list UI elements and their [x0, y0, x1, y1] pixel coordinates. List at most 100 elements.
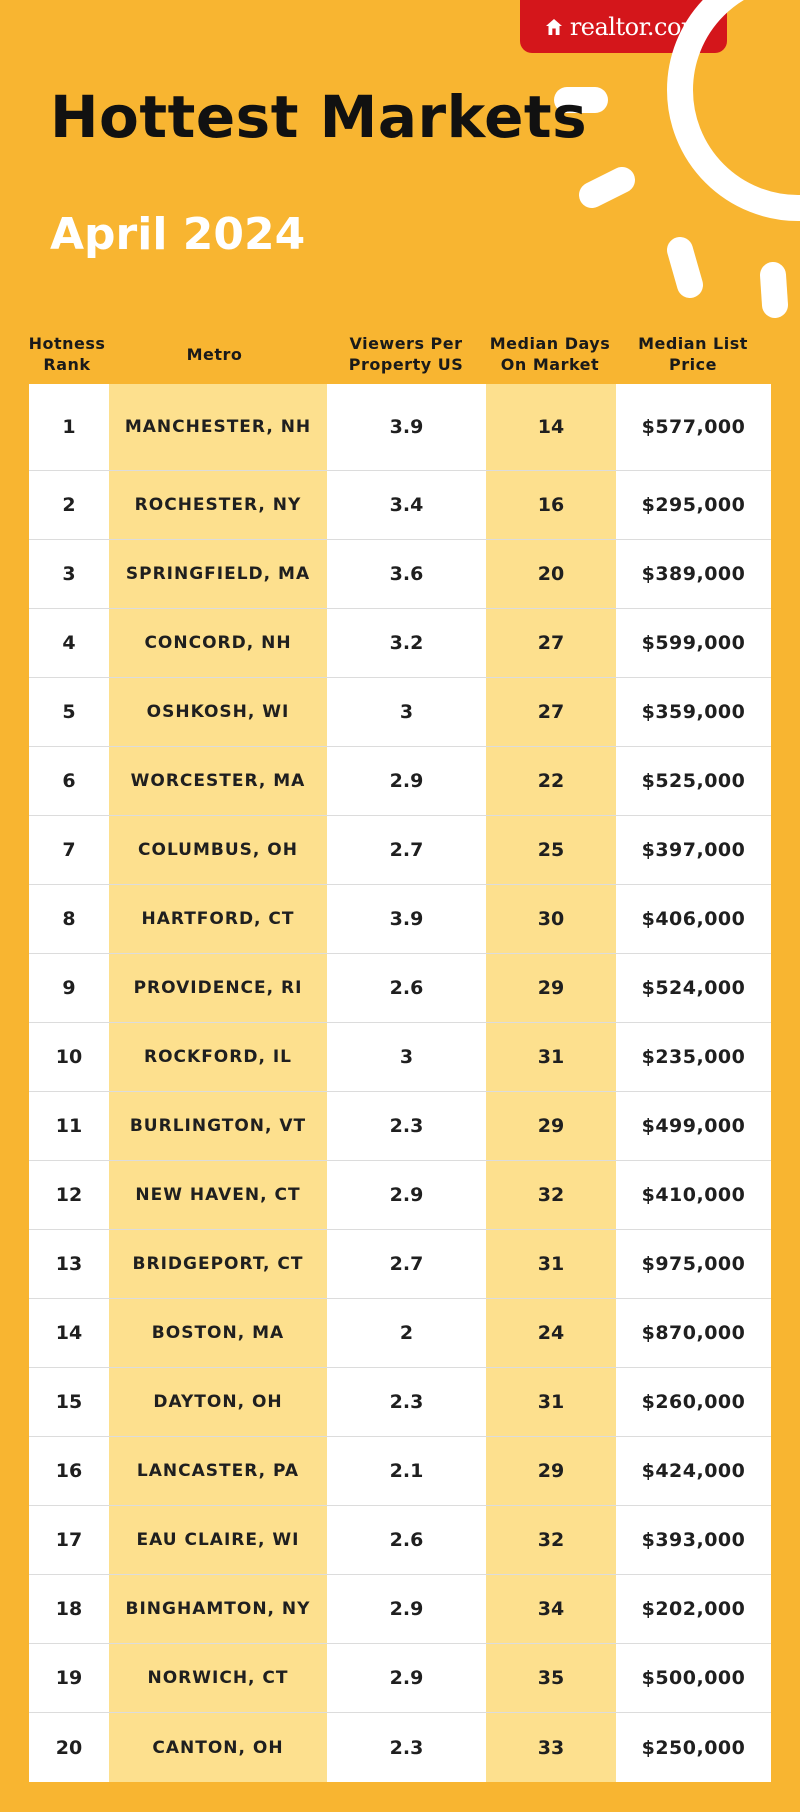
table-row: 14 BOSTON, MA 2 24 $870,000 — [29, 1299, 771, 1368]
days-cell: 24 — [537, 1322, 565, 1344]
price-cell: $424,000 — [641, 1460, 746, 1482]
days-cell: 14 — [537, 416, 565, 438]
viewers-cell: 3.2 — [389, 632, 424, 654]
header-price: Median List Price — [638, 334, 748, 374]
price-cell: $975,000 — [641, 1253, 746, 1275]
rank-cell: 15 — [55, 1391, 83, 1413]
days-cell: 25 — [537, 839, 565, 861]
viewers-cell: 2.1 — [389, 1460, 424, 1482]
metro-column-band — [109, 384, 327, 1782]
metro-cell: CONCORD, NH — [144, 633, 292, 653]
days-cell: 22 — [537, 770, 565, 792]
price-cell: $870,000 — [641, 1322, 746, 1344]
table-row: 11 BURLINGTON, VT 2.3 29 $499,000 — [29, 1092, 771, 1161]
viewers-cell: 2.9 — [389, 1184, 424, 1206]
viewers-cell: 2.3 — [389, 1391, 424, 1413]
rank-cell: 20 — [55, 1736, 83, 1759]
header-days: Median Days On Market — [489, 334, 611, 374]
viewers-cell: 2.7 — [389, 839, 424, 861]
price-cell: $599,000 — [641, 632, 746, 654]
metro-cell: BURLINGTON, VT — [129, 1116, 307, 1136]
days-cell: 31 — [537, 1046, 565, 1068]
rank-cell: 17 — [55, 1529, 83, 1551]
metro-cell: LANCASTER, PA — [136, 1461, 300, 1481]
rank-cell: 6 — [62, 770, 76, 792]
table-row: 6 WORCESTER, MA 2.9 22 $525,000 — [29, 747, 771, 816]
header-metro: Metro — [186, 344, 243, 364]
price-cell: $397,000 — [641, 839, 746, 861]
price-cell: $393,000 — [641, 1529, 746, 1551]
metro-cell: WORCESTER, MA — [130, 771, 306, 791]
viewers-cell: 2.6 — [389, 1529, 424, 1551]
viewers-cell: 2.9 — [389, 770, 424, 792]
metro-cell: NEW HAVEN, CT — [135, 1185, 301, 1205]
rank-cell: 14 — [55, 1322, 83, 1344]
price-cell: $260,000 — [641, 1391, 746, 1413]
metro-cell: EAU CLAIRE, WI — [136, 1530, 300, 1550]
price-cell: $389,000 — [641, 563, 746, 585]
price-cell: $250,000 — [641, 1736, 746, 1759]
table-row: 7 COLUMBUS, OH 2.7 25 $397,000 — [29, 816, 771, 885]
days-cell: 32 — [537, 1529, 565, 1551]
days-cell: 29 — [537, 1115, 565, 1137]
viewers-cell: 3.9 — [389, 416, 424, 438]
rank-cell: 13 — [55, 1253, 83, 1275]
metro-cell: BRIDGEPORT, CT — [132, 1254, 304, 1274]
house-icon — [545, 18, 562, 35]
rank-cell: 4 — [62, 632, 76, 654]
rank-cell: 19 — [55, 1667, 83, 1689]
metro-cell: OSHKOSH, WI — [146, 702, 290, 722]
days-cell: 20 — [537, 563, 565, 585]
rank-cell: 9 — [62, 977, 76, 999]
days-cell: 27 — [537, 632, 565, 654]
rank-cell: 8 — [62, 908, 76, 930]
header-rank: Hotness Rank — [28, 334, 106, 374]
table-row: 13 BRIDGEPORT, CT 2.7 31 $975,000 — [29, 1230, 771, 1299]
days-cell: 32 — [537, 1184, 565, 1206]
metro-cell: MANCHESTER, NH — [124, 417, 312, 437]
metro-cell: ROCHESTER, NY — [134, 495, 302, 515]
table-row: 17 EAU CLAIRE, WI 2.6 32 $393,000 — [29, 1506, 771, 1575]
table-row: 3 SPRINGFIELD, MA 3.6 20 $389,000 — [29, 540, 771, 609]
metro-cell: CANTON, OH — [152, 1737, 284, 1758]
rank-cell: 16 — [55, 1460, 83, 1482]
days-cell: 31 — [537, 1253, 565, 1275]
rank-cell: 7 — [62, 839, 76, 861]
page-subtitle: April 2024 — [50, 209, 306, 260]
header-viewers: Viewers Per Property US — [348, 334, 464, 374]
price-cell: $500,000 — [641, 1667, 746, 1689]
table-row: 10 ROCKFORD, IL 3 31 $235,000 — [29, 1023, 771, 1092]
viewers-cell: 3 — [399, 701, 414, 723]
viewers-cell: 2.3 — [389, 1736, 424, 1759]
rank-cell: 1 — [62, 416, 76, 438]
days-cell: 35 — [537, 1667, 565, 1689]
viewers-cell: 3.4 — [389, 494, 424, 516]
table-row: 18 BINGHAMTON, NY 2.9 34 $202,000 — [29, 1575, 771, 1644]
days-column-band — [486, 384, 616, 1782]
price-cell: $359,000 — [641, 701, 746, 723]
metro-cell: HARTFORD, CT — [141, 909, 295, 929]
table-row: 16 LANCASTER, PA 2.1 29 $424,000 — [29, 1437, 771, 1506]
metro-cell: ROCKFORD, IL — [144, 1047, 292, 1067]
rank-cell: 5 — [62, 701, 76, 723]
price-cell: $499,000 — [641, 1115, 746, 1137]
viewers-cell: 2.9 — [389, 1598, 424, 1620]
days-cell: 29 — [537, 1460, 565, 1482]
table-row: 1 MANCHESTER, NH 3.9 14 $577,000 — [29, 384, 771, 471]
days-cell: 27 — [537, 701, 565, 723]
days-cell: 33 — [537, 1736, 565, 1759]
page-title: Hottest Markets — [50, 86, 587, 149]
price-cell: $295,000 — [641, 494, 746, 516]
days-cell: 30 — [537, 908, 565, 930]
table-row: 2 ROCHESTER, NY 3.4 16 $295,000 — [29, 471, 771, 540]
viewers-cell: 3.9 — [389, 908, 424, 930]
viewers-cell: 2.9 — [389, 1667, 424, 1689]
price-cell: $524,000 — [641, 977, 746, 999]
rank-cell: 3 — [62, 563, 76, 585]
rank-cell: 11 — [55, 1115, 83, 1137]
viewers-cell: 3.6 — [389, 563, 424, 585]
metro-cell: NORWICH, CT — [147, 1668, 289, 1688]
markets-table: 1 MANCHESTER, NH 3.9 14 $577,000 2 ROCHESTER, … — [29, 384, 771, 1782]
price-cell: $406,000 — [641, 908, 746, 930]
table-row: 4 CONCORD, NH 3.2 27 $599,000 — [29, 609, 771, 678]
